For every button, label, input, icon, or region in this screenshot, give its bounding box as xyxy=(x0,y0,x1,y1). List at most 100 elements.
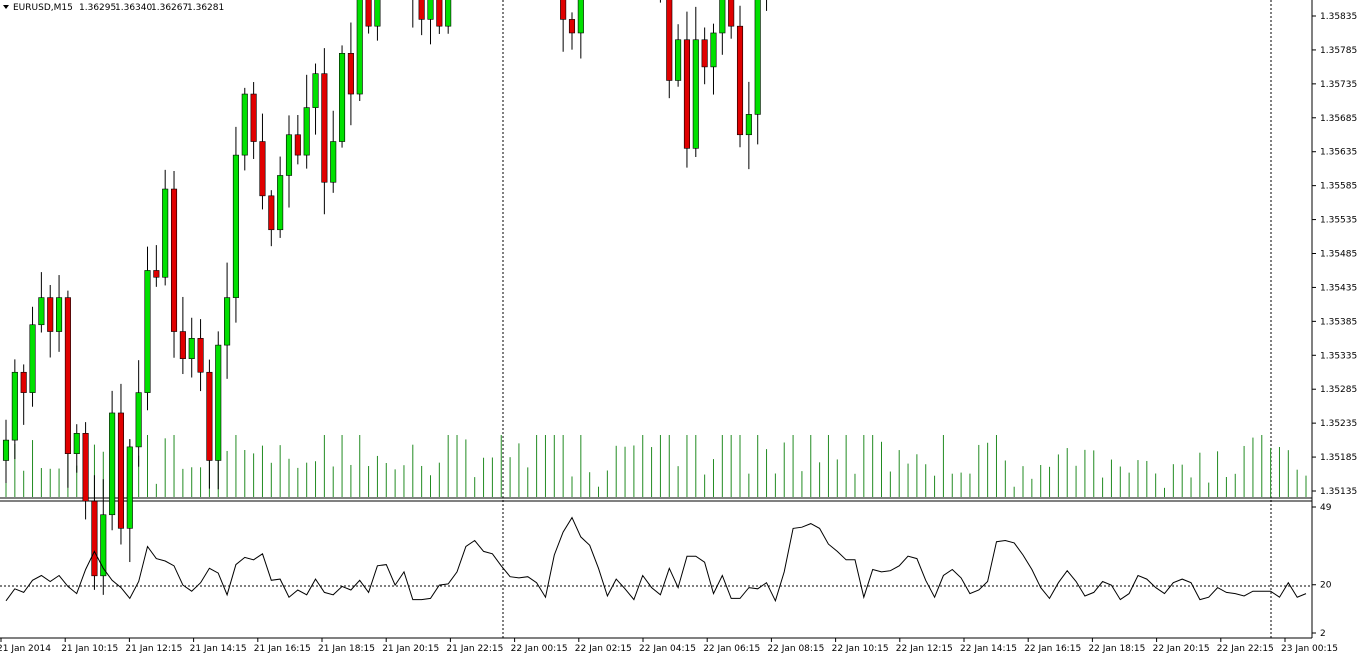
price-tick-label: 1.35235 xyxy=(1320,419,1357,429)
oscillator-tick-label: 2 xyxy=(1320,629,1326,639)
price-tick-label: 1.35785 xyxy=(1320,46,1357,56)
candle-bear xyxy=(568,19,576,34)
candle-bear xyxy=(728,0,735,27)
candle-bull xyxy=(38,297,45,326)
time-tick-label: 22 Jan 12:15 xyxy=(896,644,953,654)
price-axis: 1.35835 1.35785 1.35735 1.35685 1.35635 1.355… xyxy=(1312,12,1357,497)
price-tick-label: 1.35535 xyxy=(1320,216,1357,226)
time-tick-label: 22 Jan 06:15 xyxy=(703,644,760,654)
candle-bull xyxy=(100,514,107,577)
candle-bull xyxy=(312,73,319,108)
time-tick-label: 21 Jan 22:15 xyxy=(446,644,503,654)
oscillator-axis: 49 20 2 xyxy=(1312,503,1332,639)
candle-bear xyxy=(82,433,89,502)
candle-bear xyxy=(436,0,443,27)
candle-bull xyxy=(126,446,133,529)
candle-bull xyxy=(303,107,310,156)
candle-bull xyxy=(445,0,452,27)
candle-bear xyxy=(418,0,425,20)
time-tick-label: 21 Jan 14:15 xyxy=(190,644,247,654)
time-tick-label: 21 Jan 10:15 xyxy=(61,644,118,654)
candle-bull xyxy=(339,53,346,142)
candle-bear xyxy=(736,25,744,136)
time-tick-label: 22 Jan 22:15 xyxy=(1217,644,1274,654)
candle-bear xyxy=(47,297,54,332)
oscillator-window xyxy=(0,516,1312,603)
open-value: 1.36295 xyxy=(79,3,116,13)
time-tick-label: 21 Jan 20:15 xyxy=(382,644,439,654)
candle-bear xyxy=(560,0,567,20)
collapse-triangle-icon[interactable] xyxy=(3,5,9,9)
time-tick-label: 21 Jan 16:15 xyxy=(254,644,311,654)
symbol-header: EURUSD,M15 1.36295 1.36340 1.36267 1.362… xyxy=(3,3,224,13)
candle-bear xyxy=(64,297,71,454)
symbol-label: EURUSD,M15 xyxy=(13,3,73,13)
candle-bull xyxy=(232,154,239,298)
candle-bull xyxy=(374,0,381,27)
time-tick-label: 22 Jan 08:15 xyxy=(767,644,824,654)
candle-bull xyxy=(135,392,142,448)
candle-bear xyxy=(365,0,372,27)
candle-bull xyxy=(11,371,18,441)
candle-bear xyxy=(153,270,160,278)
candle-bull xyxy=(427,0,434,20)
candle-bear xyxy=(117,412,125,529)
time-tick-label: 23 Jan 00:15 xyxy=(1281,644,1338,654)
candle-bear xyxy=(91,500,98,577)
candle-bull xyxy=(754,0,761,115)
candle-bear xyxy=(294,134,301,156)
candle-bull xyxy=(162,188,169,278)
time-tick-label: 22 Jan 20:15 xyxy=(1153,644,1210,654)
candle-bear xyxy=(170,188,178,332)
time-tick-label: 21 Jan 12:15 xyxy=(125,644,182,654)
candle-bull xyxy=(2,439,10,461)
candle-bull xyxy=(73,433,80,454)
price-tick-label: 1.35585 xyxy=(1320,182,1357,192)
candle-bull xyxy=(215,344,222,461)
oscillator-tick-label: 20 xyxy=(1320,581,1332,591)
candle-bear xyxy=(206,371,213,461)
candle-bull xyxy=(241,93,248,156)
candle-bull xyxy=(56,297,63,332)
time-tick-label: 22 Jan 02:15 xyxy=(575,644,632,654)
price-tick-label: 1.35435 xyxy=(1320,283,1357,293)
price-tick-label: 1.35385 xyxy=(1320,317,1357,327)
candle-bull xyxy=(224,297,231,346)
candle-bear xyxy=(179,331,186,359)
oscillator-line xyxy=(5,516,1307,603)
candle-bear xyxy=(268,195,275,231)
candle-bear xyxy=(683,39,690,149)
time-tick-label: 22 Jan 00:15 xyxy=(511,644,568,654)
price-tick-label: 1.35135 xyxy=(1320,487,1357,497)
price-tick-label: 1.35735 xyxy=(1320,80,1357,90)
candle-bull xyxy=(109,412,116,516)
price-tick-label: 1.35285 xyxy=(1320,385,1357,395)
low-value: 1.36267 xyxy=(151,3,188,13)
time-tick-label: 22 Jan 16:15 xyxy=(1024,644,1081,654)
time-tick-label: 21 Jan 18:15 xyxy=(318,644,375,654)
candle-bull xyxy=(710,32,717,68)
candle-bull xyxy=(29,324,36,393)
candle-bull xyxy=(277,175,284,231)
candle-bear xyxy=(666,0,673,81)
time-tick-label: 21 Jan 2014 xyxy=(0,644,51,654)
candle-bear xyxy=(250,93,257,142)
candle-bull xyxy=(285,134,293,176)
price-tick-label: 1.35685 xyxy=(1320,114,1357,124)
time-tick-label: 22 Jan 14:15 xyxy=(960,644,1017,654)
candle-bear xyxy=(701,39,708,68)
time-axis: 21 Jan 2014 21 Jan 10:15 21 Jan 12:15 21 Ja… xyxy=(0,638,1338,654)
candle-bull xyxy=(144,270,151,393)
close-value: 1.36281 xyxy=(187,3,224,13)
candle-bull xyxy=(330,141,337,183)
candle-bull xyxy=(577,0,584,34)
candle-bear xyxy=(20,371,27,393)
price-tick-label: 1.35335 xyxy=(1320,351,1357,361)
candle-bear xyxy=(197,338,204,373)
price-tick-label: 1.35835 xyxy=(1320,12,1357,22)
candle-bear xyxy=(347,53,354,95)
candle-bull xyxy=(356,0,363,95)
candle-bull xyxy=(188,338,195,359)
